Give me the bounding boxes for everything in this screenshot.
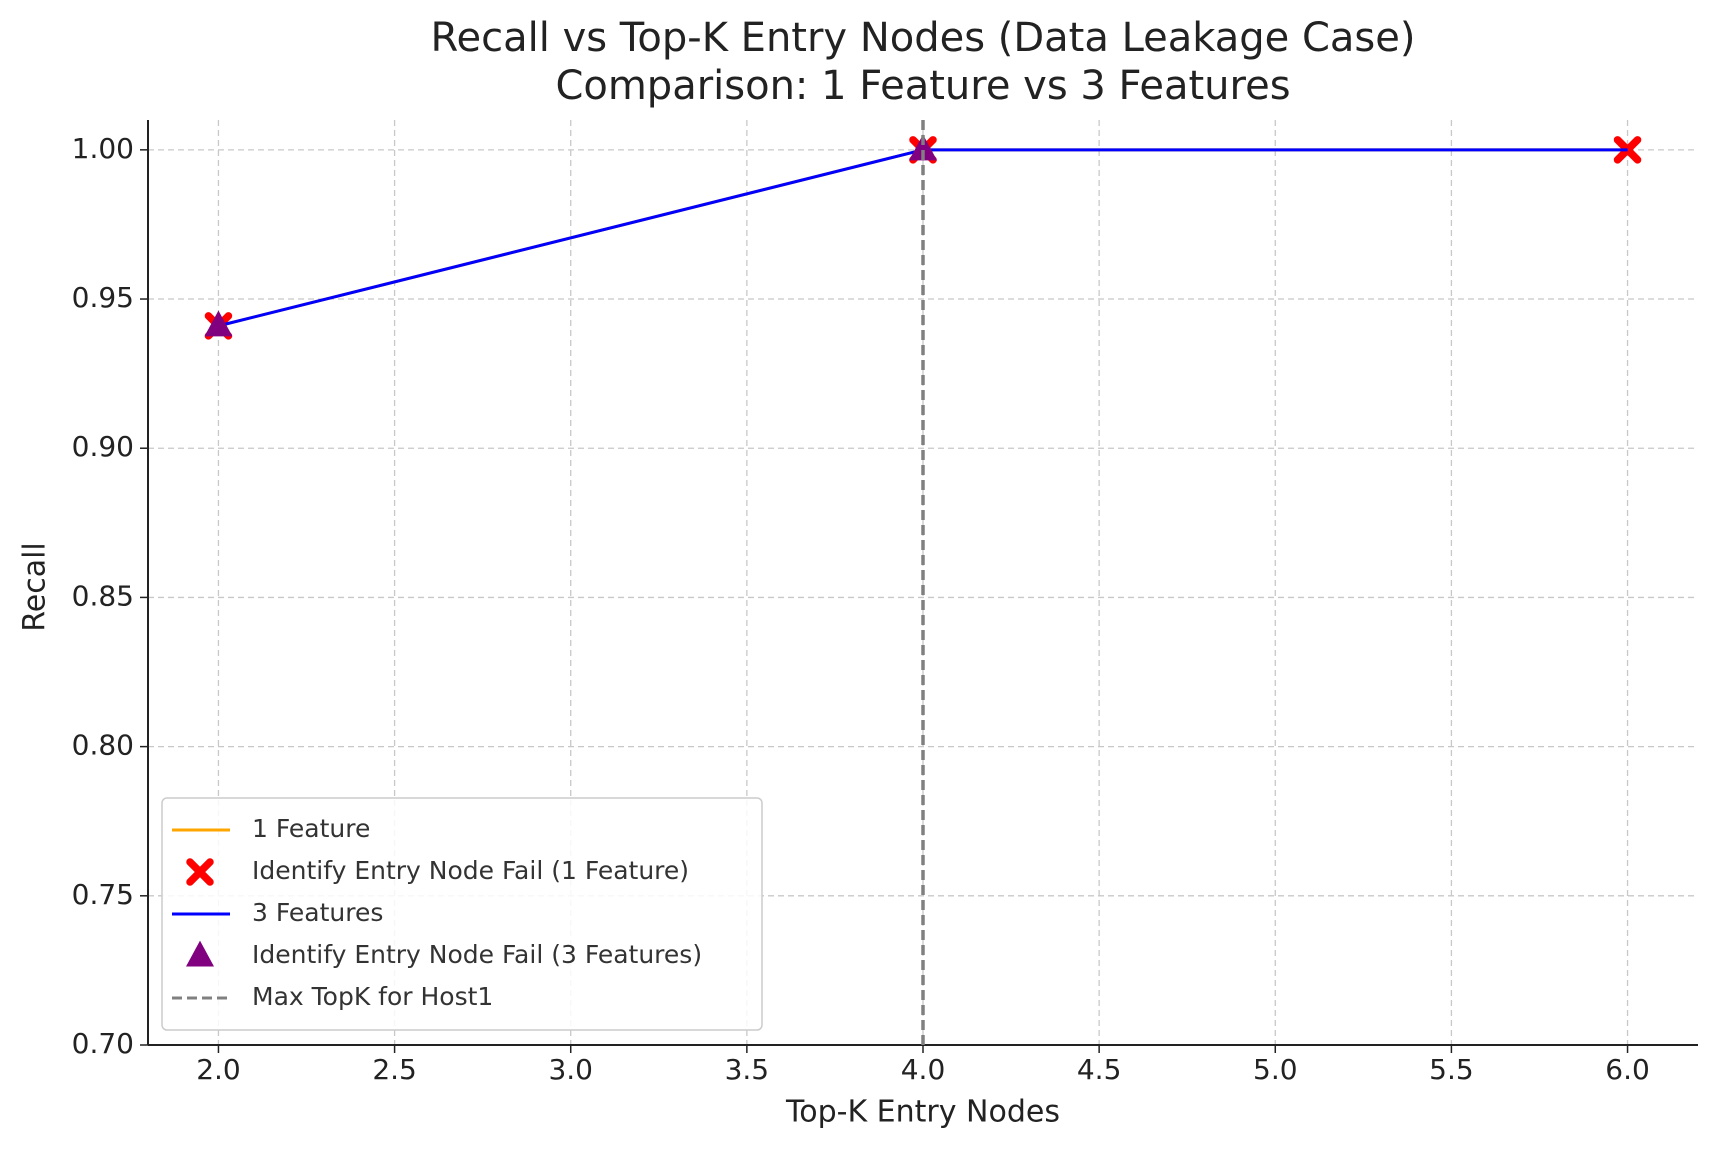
- y-tick-label: 0.85: [72, 579, 134, 612]
- legend-label: 3 Features: [252, 898, 383, 927]
- legend-label: Identify Entry Node Fail (1 Feature): [252, 856, 689, 885]
- triangle-marker: [204, 310, 233, 337]
- legend-label: Max TopK for Host1: [252, 982, 493, 1011]
- x-marker: [1613, 136, 1642, 164]
- x-tick-label: 3.0: [548, 1053, 593, 1086]
- triangle-marker: [909, 134, 937, 161]
- legend-label: Identify Entry Node Fail (3 Features): [252, 940, 702, 969]
- y-tick-label: 0.75: [72, 878, 134, 911]
- chart-subtitle: Comparison: 1 Feature vs 3 Features: [555, 63, 1290, 109]
- y-tick-label: 0.80: [72, 729, 134, 762]
- y-tick-label: 1.00: [72, 132, 134, 165]
- legend-swatch: [186, 858, 214, 886]
- x-tick-label: 3.5: [725, 1053, 770, 1086]
- y-axis-label: Recall: [18, 542, 53, 632]
- x-tick-label: 4.0: [901, 1053, 946, 1086]
- chart-title: Recall vs Top-K Entry Nodes (Data Leakag…: [431, 15, 1416, 61]
- y-tick-label: 0.95: [72, 281, 134, 314]
- x-tick-label: 4.5: [1077, 1053, 1122, 1086]
- x-axis-label: Top-K Entry Nodes: [785, 1095, 1060, 1130]
- x-tick-label: 6.0: [1605, 1053, 1650, 1086]
- x-tick-label: 5.0: [1253, 1053, 1298, 1086]
- legend-swatch: [186, 940, 214, 967]
- x-tick-label: 2.0: [196, 1053, 241, 1086]
- y-tick-label: 0.90: [72, 430, 134, 463]
- legend-label: 1 Feature: [252, 814, 370, 843]
- x-tick-label: 2.5: [372, 1053, 417, 1086]
- y-tick-label: 0.70: [72, 1027, 134, 1060]
- legend-box: [161, 797, 763, 1031]
- x-tick-label: 5.5: [1429, 1053, 1474, 1086]
